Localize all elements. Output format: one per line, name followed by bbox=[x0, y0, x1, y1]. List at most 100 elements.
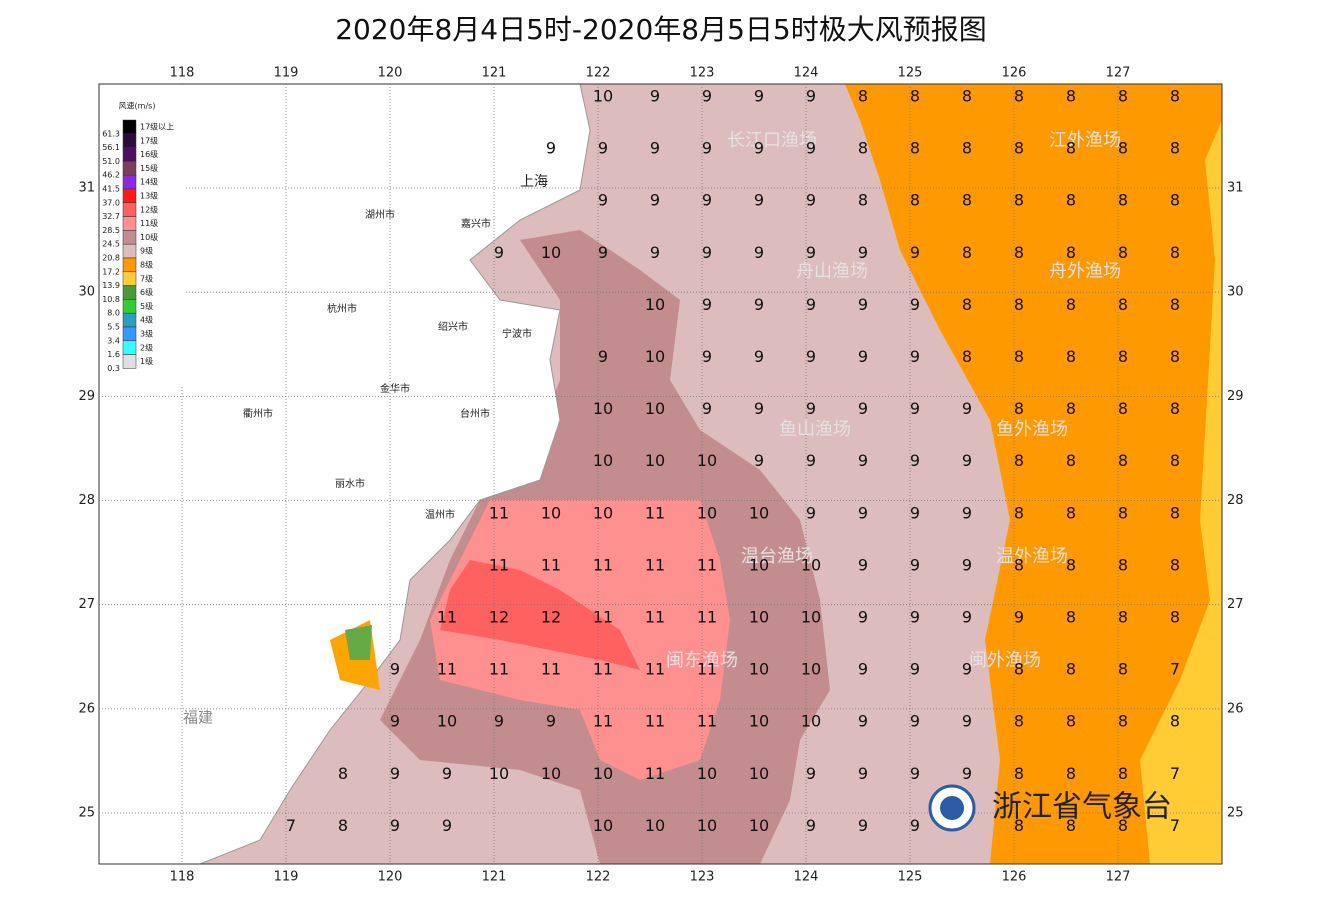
legend-level: 10级 bbox=[140, 232, 158, 242]
wind-value: 11 bbox=[489, 660, 509, 679]
wind-value: 9 bbox=[598, 139, 608, 158]
fishery-label: 舟外渔场 bbox=[1049, 261, 1121, 282]
legend-speed: 46.2 bbox=[102, 171, 120, 180]
legend-swatch bbox=[122, 174, 137, 190]
legend-swatch bbox=[122, 243, 137, 259]
lat-tick-label: 31 bbox=[1227, 181, 1244, 196]
legend-speed: 3.4 bbox=[107, 336, 120, 345]
wind-value: 8 bbox=[1170, 295, 1180, 314]
legend-level: 11级 bbox=[140, 218, 158, 228]
legend-speed: 41.5 bbox=[102, 185, 120, 194]
fishery-label: 长江口渔场 bbox=[727, 130, 817, 151]
wind-value: 11 bbox=[437, 660, 457, 679]
wind-value: 10 bbox=[541, 503, 561, 522]
wind-value: 9 bbox=[702, 87, 712, 106]
lat-tick-label: 29 bbox=[1227, 389, 1244, 404]
wind-value: 9 bbox=[494, 712, 504, 731]
wind-value: 8 bbox=[1118, 243, 1128, 262]
lon-tick-label: 119 bbox=[274, 66, 299, 81]
wind-value: 10 bbox=[437, 712, 457, 731]
wind-value: 8 bbox=[1066, 712, 1076, 731]
wind-value: 10 bbox=[645, 399, 665, 418]
wind-value: 8 bbox=[1118, 295, 1128, 314]
wind-value: 8 bbox=[1118, 608, 1128, 627]
wind-value: 9 bbox=[702, 139, 712, 158]
wind-value: 10 bbox=[645, 295, 665, 314]
lon-tick-label: 118 bbox=[170, 870, 195, 885]
sea-level8 bbox=[845, 84, 1222, 864]
wind-value: 9 bbox=[806, 243, 816, 262]
lon-tick-label: 125 bbox=[898, 870, 923, 885]
wind-value: 11 bbox=[593, 555, 613, 574]
wind-value: 7 bbox=[286, 816, 296, 835]
wind-value: 9 bbox=[754, 139, 764, 158]
lat-tick-label: 26 bbox=[78, 701, 95, 716]
legend-level: 17级以上 bbox=[140, 122, 174, 132]
legend-speed: 0.3 bbox=[107, 364, 120, 373]
legend-speed: 5.5 bbox=[107, 323, 120, 332]
wind-value: 9 bbox=[910, 347, 920, 366]
wind-value: 8 bbox=[1014, 87, 1024, 106]
wind-value: 9 bbox=[910, 503, 920, 522]
map-layers bbox=[99, 84, 1222, 864]
wind-value: 11 bbox=[645, 608, 665, 627]
wind-value: 8 bbox=[1066, 451, 1076, 470]
wind-value: 7 bbox=[1170, 816, 1180, 835]
wind-value: 8 bbox=[1066, 816, 1076, 835]
wind-value: 9 bbox=[858, 816, 868, 835]
wind-value: 8 bbox=[910, 139, 920, 158]
wind-value: 8 bbox=[1066, 764, 1076, 783]
wind-value: 10 bbox=[697, 764, 717, 783]
legend-swatch bbox=[122, 257, 137, 273]
lon-tick-label: 120 bbox=[378, 870, 403, 885]
wind-value: 8 bbox=[1014, 295, 1024, 314]
fishery-label: 江外渔场 bbox=[1049, 130, 1121, 151]
wind-value: 9 bbox=[910, 399, 920, 418]
wind-value: 10 bbox=[697, 816, 717, 835]
wind-value: 9 bbox=[754, 399, 764, 418]
wind-value: 11 bbox=[437, 608, 457, 627]
wind-value: 8 bbox=[1066, 660, 1076, 679]
legend-swatch bbox=[122, 230, 137, 245]
wind-value: 11 bbox=[489, 503, 509, 522]
wind-value: 10 bbox=[749, 816, 769, 835]
lon-tick-label: 120 bbox=[378, 66, 403, 81]
legend-swatch bbox=[122, 202, 137, 217]
wind-value: 9 bbox=[962, 399, 972, 418]
wind-value: 9 bbox=[650, 87, 660, 106]
lat-tick-label: 30 bbox=[78, 285, 95, 300]
wind-value: 9 bbox=[702, 347, 712, 366]
wind-value: 10 bbox=[593, 816, 613, 835]
wind-value: 8 bbox=[1118, 503, 1128, 522]
wind-value: 9 bbox=[806, 191, 816, 210]
fishery-label: 舟山渔场 bbox=[796, 261, 868, 282]
wind-value: 8 bbox=[1170, 451, 1180, 470]
fishery-label: 闽东渔场 bbox=[666, 650, 738, 671]
wind-value: 9 bbox=[962, 608, 972, 627]
legend-level: 8级 bbox=[140, 260, 153, 270]
lon-tick-label: 122 bbox=[586, 870, 611, 885]
wind-value: 9 bbox=[598, 243, 608, 262]
wind-value: 11 bbox=[697, 712, 717, 731]
lon-tick-label: 127 bbox=[1106, 870, 1131, 885]
wind-value: 9 bbox=[442, 764, 452, 783]
wind-value: 8 bbox=[1014, 451, 1024, 470]
wind-value: 9 bbox=[754, 243, 764, 262]
wind-value: 9 bbox=[546, 712, 556, 731]
wind-value: 9 bbox=[910, 660, 920, 679]
wind-value: 8 bbox=[1170, 87, 1180, 106]
lat-tick-label: 31 bbox=[78, 181, 95, 196]
wind-value: 10 bbox=[749, 712, 769, 731]
wind-value: 10 bbox=[801, 555, 821, 574]
wind-value: 8 bbox=[1066, 295, 1076, 314]
legend-level: 12级 bbox=[140, 204, 158, 214]
wind-value: 9 bbox=[390, 660, 400, 679]
lon-tick-label: 126 bbox=[1002, 66, 1027, 81]
wind-value: 12 bbox=[541, 608, 561, 627]
wind-value: 8 bbox=[962, 347, 972, 366]
wind-value: 10 bbox=[645, 451, 665, 470]
lon-tick-label: 124 bbox=[794, 66, 819, 81]
legend-swatch bbox=[122, 147, 137, 162]
wind-value: 9 bbox=[858, 347, 868, 366]
